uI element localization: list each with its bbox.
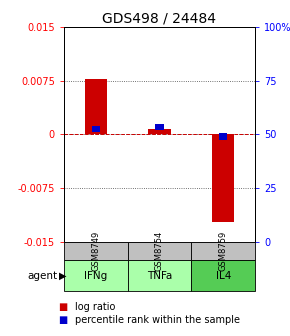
Text: TNFa: TNFa [147, 270, 172, 281]
Bar [148, 129, 171, 134]
Text: IL4: IL4 [215, 270, 231, 281]
Text: GSM8754: GSM8754 [155, 231, 164, 271]
Bar [212, 134, 234, 222]
Bar [219, 133, 227, 140]
Bar [85, 79, 107, 134]
Bar [92, 126, 100, 132]
Text: ■: ■ [58, 315, 67, 325]
Text: ▶: ▶ [59, 270, 67, 281]
Text: log ratio: log ratio [75, 302, 116, 312]
Title: GDS498 / 24484: GDS498 / 24484 [102, 12, 217, 26]
Bar [155, 124, 164, 130]
Text: agent: agent [28, 270, 58, 281]
Text: IFNg: IFNg [84, 270, 107, 281]
Text: percentile rank within the sample: percentile rank within the sample [75, 315, 240, 325]
Text: ■: ■ [58, 302, 67, 312]
Text: GSM8749: GSM8749 [91, 231, 100, 271]
Text: GSM8759: GSM8759 [219, 231, 228, 271]
